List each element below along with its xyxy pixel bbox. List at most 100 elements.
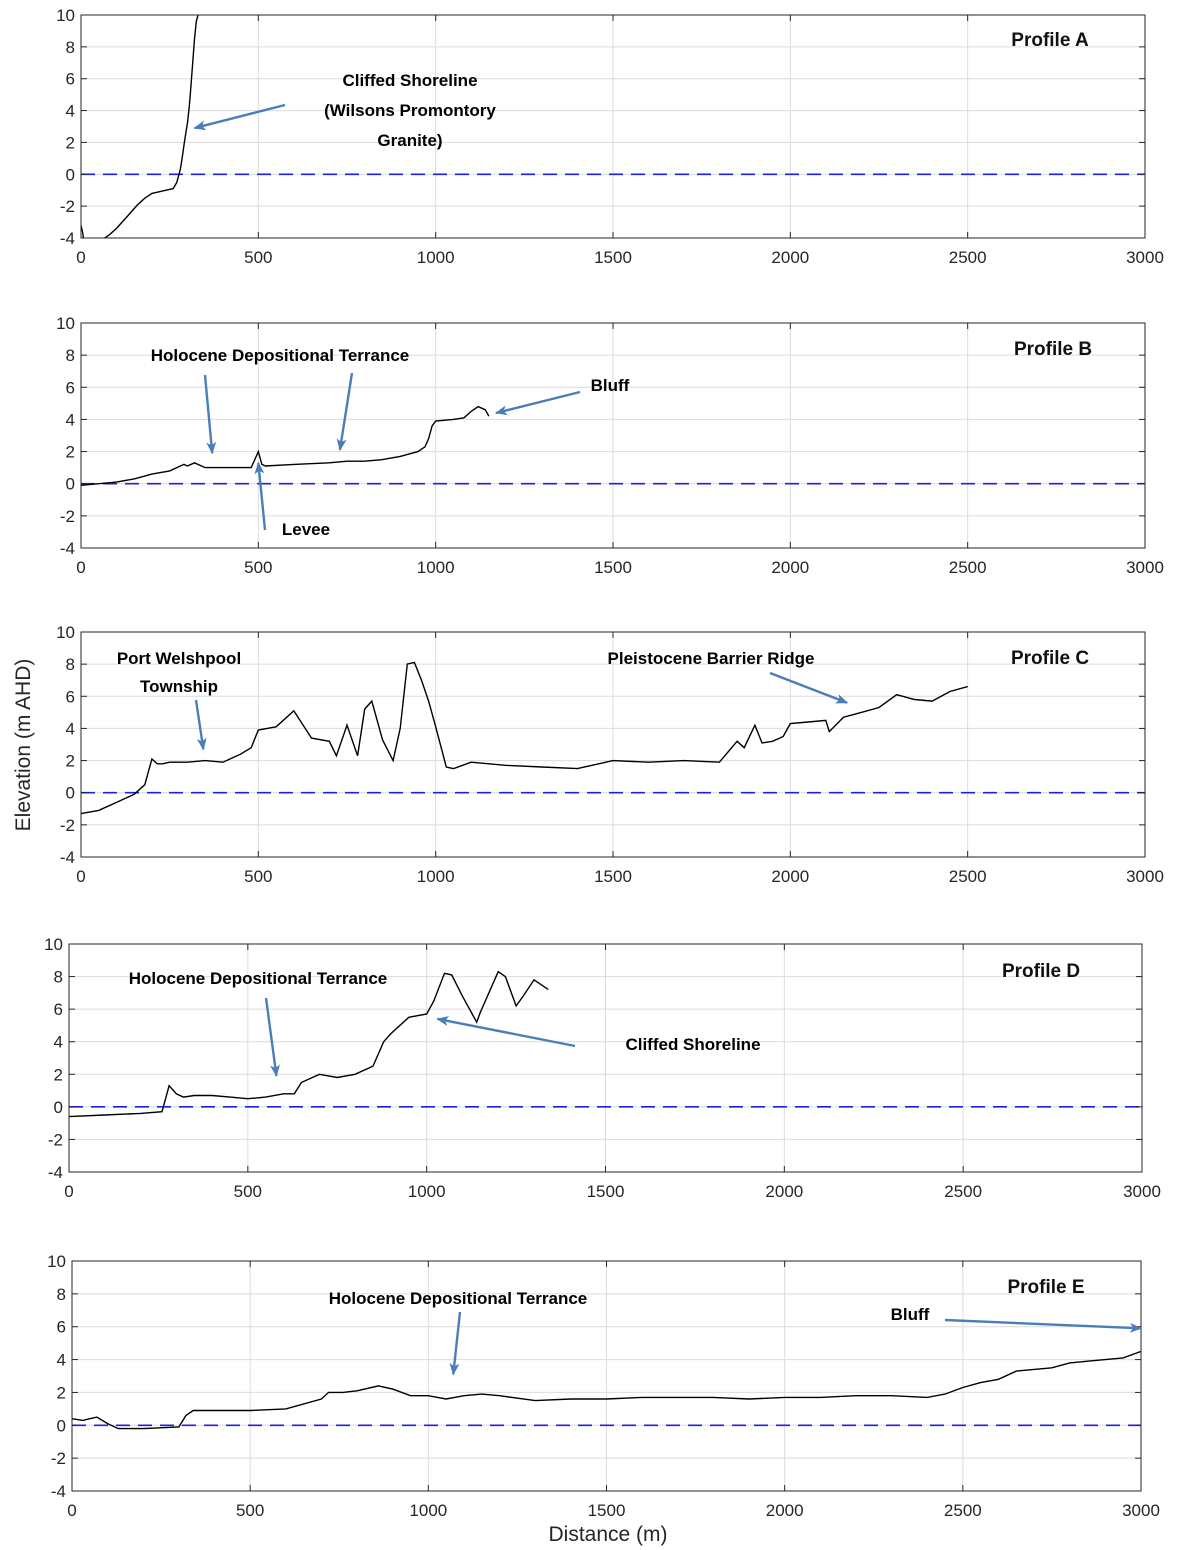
panel-title: Profile D — [1002, 961, 1080, 982]
y-tick-label: 2 — [66, 443, 75, 462]
profile-panel: -4 -2 0 2 4 6 8 10 0 500 1000 1500 2000 2500 3000 Profi… — [56, 623, 1164, 886]
x-tick-label: 2000 — [771, 558, 809, 577]
x-tick-label: 1000 — [417, 867, 455, 886]
x-tick-label: 500 — [234, 1182, 262, 1201]
annotation-label: Holocene Depositional Terrance — [151, 346, 410, 365]
y-tick-label: 10 — [47, 1252, 66, 1271]
y-tick-label: 2 — [66, 752, 75, 771]
x-tick-label: 0 — [76, 867, 85, 886]
y-tick-label: 6 — [66, 378, 75, 397]
annotation-label: Cliffed Shoreline (Wilsons Promontory Gran… — [324, 71, 496, 150]
y-tick-label: 8 — [66, 346, 75, 365]
x-tick-label: 500 — [244, 558, 272, 577]
x-tick-label: 0 — [76, 248, 85, 267]
x-tick-label: 3000 — [1126, 867, 1164, 886]
x-tick-label: 1500 — [588, 1501, 626, 1520]
x-tick-label: 2000 — [765, 1182, 803, 1201]
x-tick-label: 1000 — [417, 248, 455, 267]
annotation-arrow — [254, 461, 267, 531]
x-tick-label: 1000 — [417, 558, 455, 577]
panel-title: Profile C — [1011, 648, 1089, 669]
y-tick-label: 6 — [57, 1318, 66, 1337]
x-tick-label: 0 — [67, 1501, 76, 1520]
annotation-label: Cliffed Shoreline — [625, 1035, 760, 1054]
x-tick-label: 2000 — [771, 867, 809, 886]
y-tick-label: -4 — [60, 539, 75, 558]
y-tick-label: 4 — [66, 102, 75, 121]
annotation-arrow — [203, 374, 217, 455]
x-tick-label: 3000 — [1122, 1501, 1160, 1520]
y-tick-label: 0 — [54, 1098, 63, 1117]
profile-panel: -4 -2 0 2 4 6 8 10 0 500 1000 1500 2000 2500 3000 Profi… — [56, 6, 1164, 267]
y-tick-label: 8 — [54, 968, 63, 987]
annotation-label: Port Welshpool Township — [117, 649, 241, 696]
x-tick-label: 1500 — [594, 867, 632, 886]
y-tick-label: 2 — [57, 1383, 66, 1402]
x-tick-label: 3000 — [1126, 558, 1164, 577]
x-tick-label: 0 — [64, 1182, 73, 1201]
x-tick-label: 3000 — [1126, 248, 1164, 267]
x-tick-label: 1500 — [587, 1182, 625, 1201]
profile-panel: -4 -2 0 2 4 6 8 10 0 500 1000 1500 2000 2500 3000 Profi… — [56, 314, 1164, 577]
annotation-arrow — [436, 1016, 576, 1048]
x-tick-label: 500 — [244, 867, 272, 886]
profile-series-line — [81, 661, 968, 815]
annotation-arrow — [769, 671, 849, 704]
x-tick-label: 0 — [76, 558, 85, 577]
y-tick-label: 0 — [66, 784, 75, 803]
x-tick-label: 1500 — [594, 558, 632, 577]
y-tick-label: -2 — [51, 1449, 66, 1468]
y-tick-label: 0 — [66, 475, 75, 494]
y-tick-label: 4 — [66, 719, 75, 738]
annotation-arrow — [449, 1311, 462, 1376]
x-tick-label: 500 — [244, 248, 272, 267]
panel-title: Profile A — [1011, 30, 1089, 51]
panel-title: Profile B — [1014, 339, 1092, 360]
y-tick-label: 10 — [44, 935, 63, 954]
y-tick-label: -4 — [60, 848, 75, 867]
y-tick-label: 2 — [66, 133, 75, 152]
x-tick-label: 2000 — [771, 248, 809, 267]
y-tick-label: -2 — [60, 507, 75, 526]
y-tick-label: -4 — [51, 1482, 66, 1501]
profile-series-line — [69, 970, 549, 1118]
annotation-arrow — [336, 372, 354, 451]
x-tick-label: 2500 — [944, 1182, 982, 1201]
y-tick-label: 4 — [66, 410, 75, 429]
y-tick-label: 6 — [66, 70, 75, 89]
annotation-label: Pleistocene Barrier Ridge — [608, 649, 815, 668]
x-tick-label: 2500 — [949, 867, 987, 886]
x-tick-label: 500 — [236, 1501, 264, 1520]
y-tick-label: 0 — [66, 165, 75, 184]
annotation-label: Levee — [282, 520, 330, 539]
profile-series-line — [72, 1350, 1141, 1430]
y-tick-label: 8 — [57, 1285, 66, 1304]
y-tick-label: -4 — [48, 1163, 63, 1182]
annotation-arrow — [494, 390, 581, 416]
y-tick-label: 0 — [57, 1416, 66, 1435]
annotation-arrow — [264, 997, 280, 1077]
x-tick-label: 2000 — [766, 1501, 804, 1520]
y-tick-label: 6 — [66, 687, 75, 706]
x-tick-label: 1000 — [408, 1182, 446, 1201]
annotation-arrow — [944, 1318, 1142, 1333]
x-tick-label: 2500 — [949, 248, 987, 267]
profile-panel: -4 -2 0 2 4 6 8 10 0 500 1000 1500 2000 2500 3000 Profi… — [44, 935, 1161, 1201]
y-tick-label: -2 — [48, 1130, 63, 1149]
x-tick-label: 2500 — [944, 1501, 982, 1520]
y-tick-label: -4 — [60, 229, 75, 248]
y-tick-label: -2 — [60, 197, 75, 216]
profile-series-line — [81, 405, 490, 486]
annotation-arrow — [193, 103, 286, 131]
y-tick-label: 6 — [54, 1000, 63, 1019]
annotation-label: Bluff — [891, 1305, 930, 1324]
annotation-label: Holocene Depositional Terrance — [129, 969, 388, 988]
x-tick-label: 3000 — [1123, 1182, 1161, 1201]
y-tick-label: 2 — [54, 1065, 63, 1084]
y-tick-label: 10 — [56, 623, 75, 642]
y-tick-label: 10 — [56, 314, 75, 333]
panel-title: Profile E — [1007, 1277, 1084, 1298]
y-tick-label: 4 — [54, 1033, 63, 1052]
x-tick-label: 1000 — [409, 1501, 447, 1520]
